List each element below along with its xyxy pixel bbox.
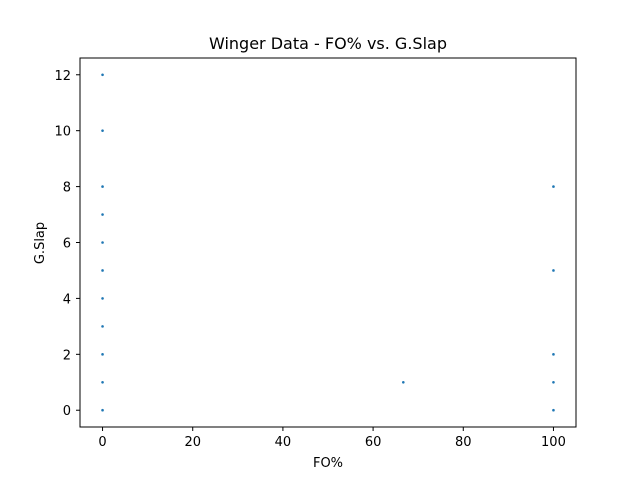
- y-tick-label: 8: [63, 181, 71, 196]
- data-point: [402, 380, 405, 384]
- data-points: [101, 73, 555, 412]
- data-point: [101, 297, 104, 300]
- data-point: [101, 408, 104, 412]
- x-tick-label: 0: [98, 435, 106, 450]
- plot-frame: [79, 57, 577, 428]
- y-tick-label: 10: [54, 125, 71, 140]
- x-axis-label: FO%: [313, 456, 343, 471]
- data-point: [101, 269, 104, 272]
- y-tick-label: 0: [63, 404, 71, 419]
- y-tick-label: 2: [63, 348, 71, 363]
- x-tick-label: 100: [541, 435, 566, 450]
- chart-title: Winger Data - FO% vs. G.Slap: [209, 34, 447, 53]
- data-point: [552, 353, 555, 356]
- y-tick-label: 6: [63, 237, 71, 252]
- y-tick-label: 12: [54, 69, 71, 84]
- data-point: [101, 325, 104, 328]
- y-tick-label: 4: [63, 292, 71, 307]
- data-point: [101, 241, 104, 244]
- data-point: [552, 269, 555, 272]
- x-tick-label: 60: [365, 435, 382, 450]
- y-axis-label: G.Slap: [33, 222, 48, 264]
- x-tick-label: 20: [184, 435, 201, 450]
- plot-area: [79, 57, 577, 428]
- data-point: [101, 353, 104, 356]
- data-point: [552, 380, 555, 384]
- data-point: [101, 73, 104, 77]
- data-point: [101, 129, 104, 132]
- data-point: [552, 408, 555, 412]
- y-axis: 0 2 4 6 8 10 12: [54, 69, 80, 419]
- data-point: [101, 380, 104, 384]
- data-point: [101, 185, 104, 188]
- x-tick-label: 80: [455, 435, 472, 450]
- data-point: [552, 185, 555, 188]
- x-axis: 0 20 40 60 80 100: [98, 427, 566, 450]
- x-tick-label: 40: [275, 435, 292, 450]
- data-point: [101, 213, 104, 216]
